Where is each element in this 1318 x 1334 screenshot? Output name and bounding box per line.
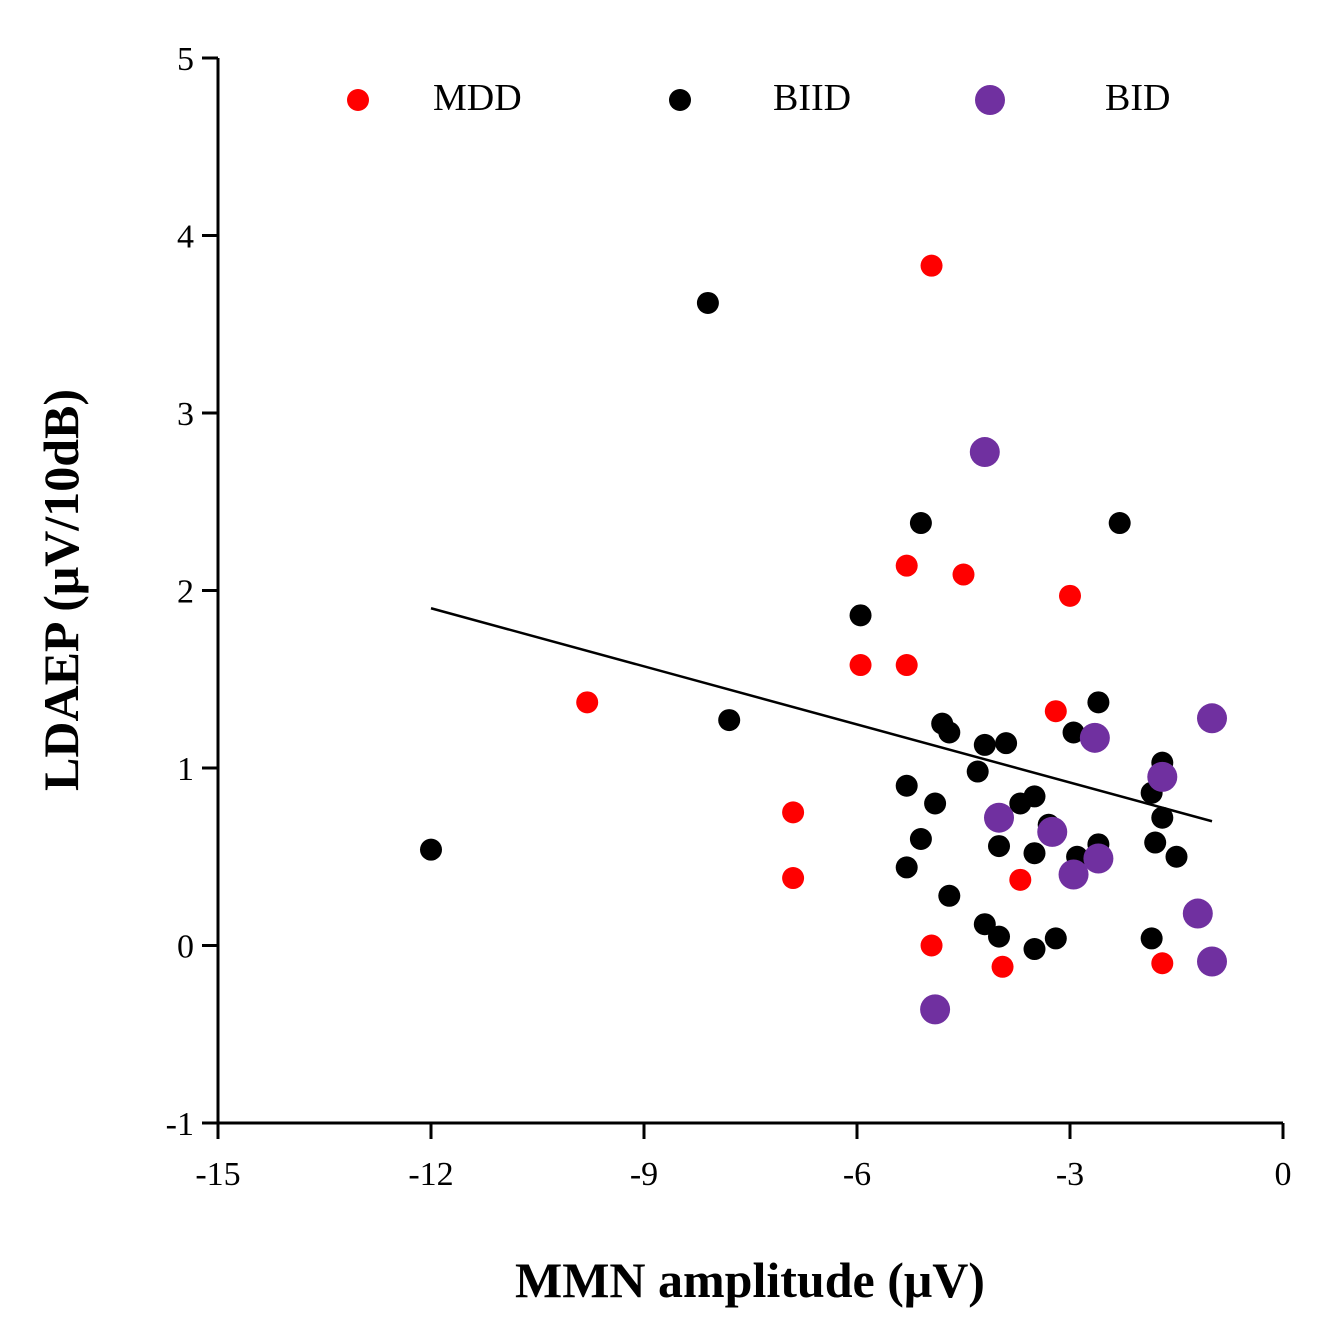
point-mdd — [1009, 868, 1032, 891]
axes — [216, 58, 1283, 1125]
point-mdd — [782, 867, 805, 890]
data-points — [420, 254, 1227, 1025]
point-biid — [895, 856, 918, 879]
point-biid — [696, 291, 719, 314]
y-tick-label: 0 — [177, 929, 194, 966]
y-axis-title: LDAEP (μV/10dB) — [33, 389, 89, 791]
y-tick-label: -1 — [166, 1106, 194, 1143]
point-bid — [920, 994, 951, 1025]
point-biid — [1108, 512, 1131, 535]
y-axis-ticks: -1 0 1 2 3 4 5 — [166, 41, 218, 1143]
legend: MDD BIID BID — [347, 77, 1170, 119]
point-biid — [1044, 927, 1067, 950]
point-biid — [1023, 785, 1046, 808]
point-biid — [1144, 831, 1167, 854]
point-bid — [969, 437, 1000, 468]
legend-marker-mdd — [347, 89, 369, 111]
point-bid — [1147, 761, 1178, 792]
point-mdd — [952, 563, 975, 586]
legend-marker-bid — [975, 85, 1005, 115]
point-mdd — [1059, 584, 1081, 607]
y-tick-label: 2 — [177, 574, 194, 611]
x-tick-label: -3 — [1056, 1156, 1084, 1193]
y-tick-label: 5 — [177, 41, 194, 78]
point-bid — [1197, 703, 1227, 734]
point-biid — [1165, 845, 1188, 868]
point-mdd — [1151, 952, 1174, 975]
legend-label-mdd: MDD — [433, 77, 522, 119]
x-tick-label: -9 — [630, 1156, 658, 1193]
point-bid — [1083, 843, 1114, 874]
point-mdd — [849, 654, 872, 677]
point-biid — [1062, 721, 1085, 744]
legend-marker-biid — [669, 89, 691, 111]
point-biid — [988, 835, 1010, 858]
point-biid — [420, 838, 442, 861]
point-biid — [966, 760, 989, 783]
point-mdd — [895, 554, 918, 577]
point-biid — [1023, 842, 1046, 865]
point-biid — [1087, 691, 1110, 714]
point-biid — [995, 732, 1018, 755]
x-tick-label: 0 — [1275, 1156, 1292, 1193]
legend-label-bid: BID — [1105, 77, 1170, 119]
point-biid — [909, 828, 932, 850]
point-biid — [849, 604, 872, 627]
y-tick-label: 4 — [177, 219, 194, 256]
point-bid — [984, 802, 1014, 833]
x-tick-label: -12 — [408, 1156, 453, 1193]
y-tick-label: 1 — [177, 751, 194, 788]
trend-line — [430, 607, 1213, 823]
point-mdd — [920, 254, 943, 277]
point-biid — [938, 884, 961, 907]
y-tick-label: 3 — [177, 396, 194, 433]
point-biid — [909, 512, 932, 535]
point-mdd — [920, 934, 943, 957]
point-mdd — [782, 801, 805, 824]
x-tick-label: -6 — [843, 1156, 871, 1193]
point-biid — [973, 733, 996, 756]
point-biid — [924, 792, 947, 815]
x-tick-label: -15 — [195, 1156, 240, 1193]
point-mdd — [1044, 700, 1067, 723]
point-biid — [1151, 806, 1174, 829]
point-biid — [1023, 938, 1046, 961]
point-bid — [1058, 859, 1089, 890]
point-bid — [1079, 722, 1110, 753]
point-biid — [1140, 927, 1163, 950]
point-mdd — [895, 654, 918, 677]
point-bid — [1037, 816, 1068, 847]
point-mdd — [991, 955, 1014, 978]
point-biid — [973, 913, 996, 936]
point-bid — [1197, 946, 1227, 977]
point-mdd — [576, 691, 599, 714]
x-axis-ticks: -15 -12 -9 -6 -3 0 — [195, 1123, 1292, 1193]
point-bid — [1182, 898, 1213, 929]
point-biid — [988, 925, 1010, 948]
legend-label-biid: BIID — [773, 77, 851, 119]
point-biid — [895, 774, 918, 797]
x-axis-title: MMN amplitude (μV) — [515, 1252, 985, 1308]
point-biid — [718, 709, 741, 732]
point-biid — [938, 721, 961, 744]
